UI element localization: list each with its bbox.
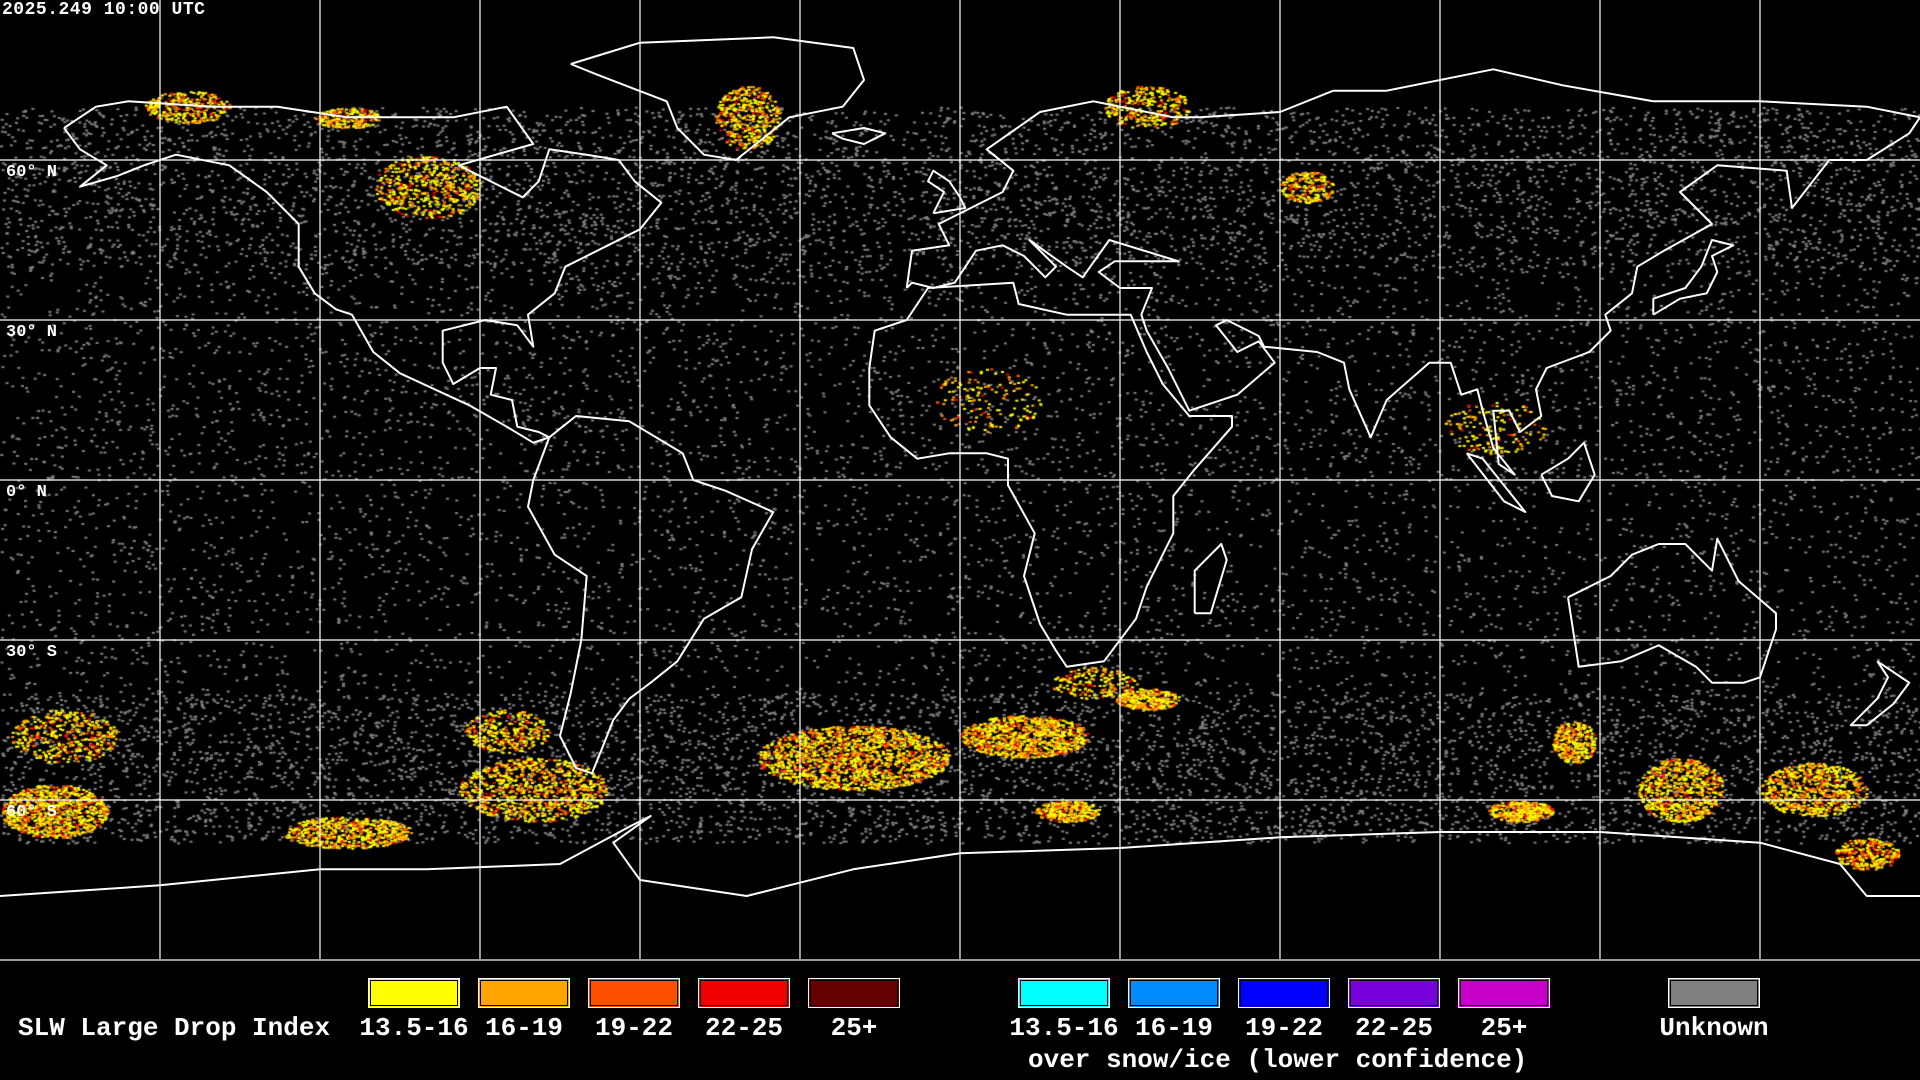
- coastline-madagascar: [1193, 543, 1228, 615]
- legend-label-unknown: Unknown: [1659, 1013, 1769, 1043]
- legend-label: 13.5-16: [359, 1013, 469, 1043]
- legend-label: 25+: [1480, 1013, 1528, 1043]
- lat-label-60n: 60° N: [6, 163, 58, 182]
- coastline-africa: [868, 281, 1233, 668]
- coastline-greenland: [570, 36, 865, 161]
- coastline-north-america: [63, 100, 663, 444]
- timestamp: 2025.249 10:00 UTC: [2, 0, 206, 20]
- coastline-antarctica: [0, 815, 1920, 897]
- snow-ice-caption: over snow/ice (lower confidence): [1028, 1045, 1528, 1075]
- legend-label: 19-22: [594, 1013, 673, 1043]
- lat-label-0n: 0° N: [6, 483, 47, 502]
- coastline-iceland: [831, 127, 887, 145]
- swatch-snow-2: [1128, 978, 1220, 1008]
- map-lines: [0, 0, 1920, 960]
- swatch-primary-3: [588, 978, 680, 1008]
- coastline-new-zealand: [1849, 660, 1911, 727]
- legend-label: 25+: [830, 1013, 878, 1043]
- lat-label-30s: 30° S: [6, 643, 58, 662]
- map-border: [0, 959, 1920, 961]
- swatch-snow-3: [1238, 978, 1330, 1008]
- swatch-snow-4: [1348, 978, 1440, 1008]
- swatch-snow-1: [1018, 978, 1110, 1008]
- legend-label: 13.5-16: [1009, 1013, 1119, 1043]
- swatch-primary-1: [368, 978, 460, 1008]
- legend-title: SLW Large Drop Index: [18, 1013, 331, 1043]
- coastlines: [0, 36, 1920, 897]
- coastline-australia: [1567, 537, 1777, 684]
- legend-label: 16-19: [1134, 1013, 1213, 1043]
- legend-label: 16-19: [484, 1013, 563, 1043]
- swatch-snow-5: [1458, 978, 1550, 1008]
- swatch-primary-2: [478, 978, 570, 1008]
- coastline-south-america: [527, 415, 775, 775]
- lat-lon-grid: [0, 0, 1920, 960]
- world-map: [0, 0, 1920, 960]
- lat-label-30n: 30° N: [6, 323, 58, 342]
- legend-label: 22-25: [1354, 1013, 1433, 1043]
- swatch-primary-5: [808, 978, 900, 1008]
- coastline-borneo: [1540, 441, 1596, 503]
- coastline-eurasia: [905, 68, 1920, 476]
- coastline-japan: [1652, 239, 1735, 316]
- legend-label: 19-22: [1244, 1013, 1323, 1043]
- swatch-unknown: [1668, 978, 1760, 1008]
- lat-label-60s: 60° S: [6, 803, 58, 822]
- coastline-great-britain: [927, 169, 967, 215]
- swatch-primary-4: [698, 978, 790, 1008]
- legend-label: 22-25: [704, 1013, 783, 1043]
- coastline-sumatra: [1465, 452, 1527, 513]
